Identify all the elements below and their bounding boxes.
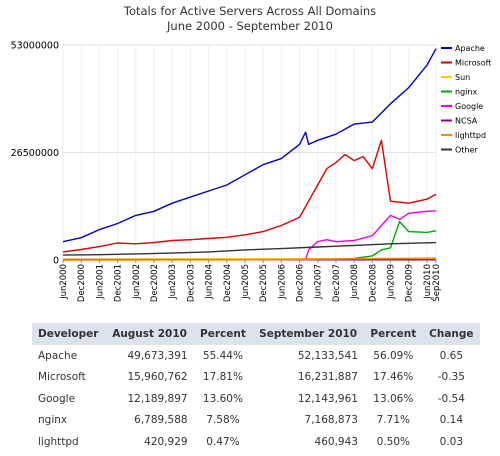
x-tick-label: Dec2008 — [368, 264, 378, 302]
cell-change: 0.14 — [439, 414, 464, 427]
cell-september-count: 12,143,961 — [297, 392, 358, 405]
x-tick-label: Jun2008 — [350, 264, 360, 300]
series-line-apache — [62, 48, 437, 243]
line-chart: 0 26500000 53000000 Jun2000 Dec2000 Jun2001 De… — [11, 41, 492, 303]
x-tick-label: Dec2003 — [186, 264, 196, 302]
cell-developer: Google — [38, 392, 76, 405]
cell-august-count: 49,673,391 — [127, 349, 188, 362]
header-developer: Developer — [32, 323, 106, 345]
x-tick-label: Jun2002 — [132, 264, 142, 300]
x-tick-label: Jun2005 — [241, 264, 251, 300]
legend-label: NCSA — [455, 117, 478, 126]
x-tick-label: Jun2009 — [387, 264, 397, 300]
cell-august-count: 12,189,897 — [127, 392, 188, 405]
header-percent-august: Percent — [193, 323, 253, 345]
cell-august-percent: 7.58% — [206, 414, 240, 427]
table-row: nginx 6,789,588 7.58% 7,168,873 7.71% 0.… — [32, 410, 480, 432]
x-tick-label: Dec2002 — [150, 264, 160, 302]
x-tick-label: Dec2007 — [332, 264, 342, 302]
legend-label: nginx — [455, 88, 477, 97]
cell-change: 0.65 — [439, 349, 464, 362]
cell-september-percent: 7.71% — [376, 414, 410, 427]
cell-september-percent: 13.06% — [373, 392, 414, 405]
cell-august-percent: 17.81% — [202, 371, 243, 384]
table-row: Microsoft 15,960,762 17.81% 16,231,887 1… — [32, 367, 480, 389]
server-stats-table: Developer August 2010 Percent September … — [32, 323, 480, 453]
cell-change: 0.03 — [439, 435, 464, 448]
cell-september-percent: 17.46% — [373, 371, 414, 384]
legend-label: Apache — [455, 44, 485, 53]
cell-august-percent: 55.44% — [202, 349, 243, 362]
legend-label: Google — [455, 102, 483, 111]
header-september-2010: September 2010 — [252, 323, 364, 345]
x-tick-label: Jun2000 — [59, 264, 69, 300]
table-row: Apache 49,673,391 55.44% 52,133,541 56.0… — [32, 345, 480, 367]
x-tick-label: Dec2006 — [296, 264, 306, 302]
header-change: Change — [422, 323, 480, 345]
y-tick-label: 0 — [53, 256, 59, 267]
series-line-google — [304, 210, 437, 261]
cell-september-percent: 0.50% — [376, 435, 410, 448]
y-tick-label: 53000000 — [11, 41, 59, 52]
series-line-nginx — [317, 220, 437, 261]
x-tick-label: Jun2004 — [205, 264, 215, 300]
x-tick-label: Dec2004 — [223, 264, 233, 302]
cell-august-count: 6,789,588 — [134, 414, 188, 427]
cell-developer: lighttpd — [38, 435, 79, 448]
cell-change: -0.54 — [437, 392, 465, 405]
table-row: lighttpd 420,929 0.47% 460,943 0.50% 0.0… — [32, 431, 480, 453]
cell-september-count: 7,168,873 — [304, 414, 358, 427]
cell-september-count: 16,231,887 — [297, 371, 358, 384]
x-tick-label: Jun2010 — [423, 264, 433, 300]
cell-august-percent: 13.60% — [202, 392, 243, 405]
legend-label: Sun — [455, 73, 470, 82]
chart-area: Totals for Active Servers Across All Dom… — [11, 4, 492, 303]
header-percent-september: Percent — [363, 323, 423, 345]
legend-label: lighttpd — [455, 131, 486, 140]
series-line-other — [62, 241, 437, 256]
cell-august-count: 15,960,762 — [127, 371, 188, 384]
x-tick-label: Dec2000 — [77, 264, 87, 302]
x-tick-label: Jun2007 — [314, 264, 324, 300]
chart-title: Totals for Active Servers Across All Dom… — [123, 4, 377, 18]
x-tick-label: Jun2003 — [168, 264, 178, 300]
x-tick-label: Dec2001 — [114, 264, 124, 302]
cell-august-count: 420,929 — [144, 435, 188, 448]
header-august-2010: August 2010 — [105, 323, 194, 345]
x-tick-label: Jun2001 — [95, 264, 105, 300]
x-tick-label: Sep2010 — [432, 264, 442, 302]
x-tick-label: Jun2006 — [277, 264, 287, 300]
table-row: Google 12,189,897 13.60% 12,143,961 13.0… — [32, 388, 480, 410]
cell-developer: Apache — [38, 349, 78, 362]
cell-september-count: 52,133,541 — [297, 349, 358, 362]
cell-change: -0.35 — [437, 371, 465, 384]
legend-label: Other — [455, 146, 478, 155]
cell-august-percent: 0.47% — [206, 435, 240, 448]
series-line-lighttpd — [62, 257, 437, 261]
cell-september-count: 460,943 — [314, 435, 358, 448]
cell-developer: nginx — [38, 414, 68, 427]
legend-label: Microsoft — [455, 59, 491, 68]
table-header-row: Developer August 2010 Percent September … — [32, 323, 480, 345]
series-line-microsoft — [62, 139, 437, 253]
chart-subtitle: June 2000 - September 2010 — [167, 19, 333, 33]
y-tick-label: 26500000 — [11, 148, 59, 159]
x-tick-label: Dec2005 — [259, 264, 269, 302]
cell-september-percent: 56.09% — [373, 349, 414, 362]
cell-developer: Microsoft — [38, 371, 86, 384]
x-tick-label: Dec2009 — [405, 264, 415, 302]
